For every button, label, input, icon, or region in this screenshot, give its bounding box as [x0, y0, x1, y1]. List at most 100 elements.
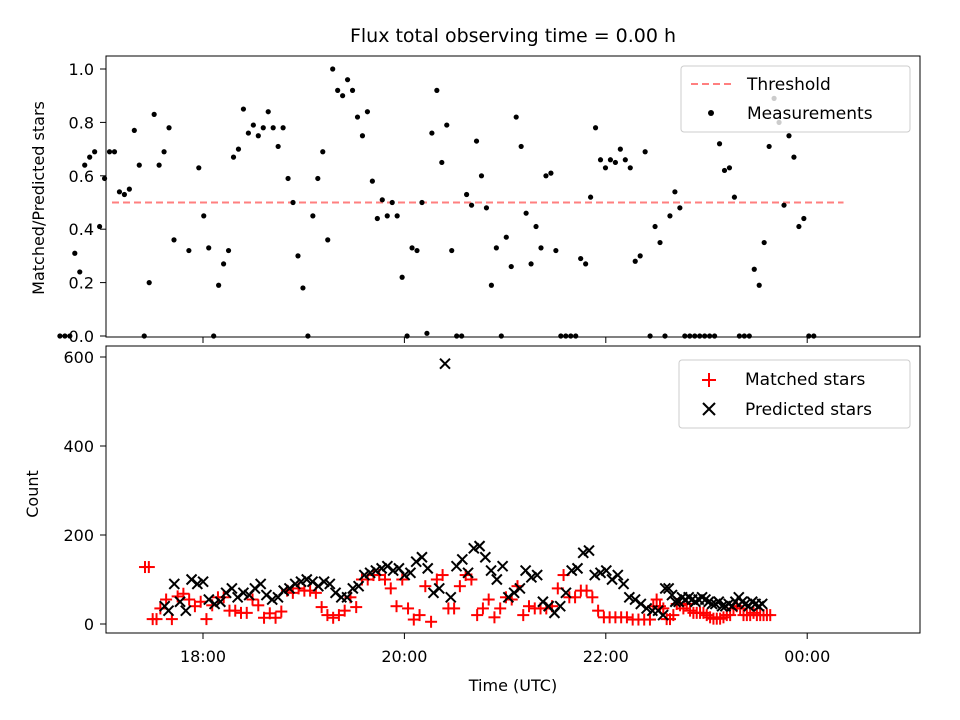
matched-star-point [315, 601, 328, 614]
bottom-y-tick-label: 0 [84, 615, 94, 634]
top-y-tick-label: 0.2 [69, 274, 94, 293]
measurement-point [786, 133, 792, 139]
measurement-point [151, 111, 157, 117]
matched-star-point [252, 599, 265, 612]
measurement-point [622, 157, 628, 163]
measurement-point [369, 178, 375, 184]
matched-star-point [643, 613, 656, 626]
predicted-star-point [554, 600, 566, 612]
predicted-star-point [416, 551, 428, 563]
top-y-tick-label: 0.4 [69, 220, 94, 239]
matched-star-point [150, 613, 163, 626]
predicted-star-point [485, 564, 497, 577]
measurement-point [240, 106, 247, 112]
top-y-tick-label: 0.0 [69, 327, 94, 346]
measurement-point [57, 333, 63, 339]
measurement-point [553, 247, 559, 254]
measurement-point [756, 282, 762, 288]
matched-star-point [183, 593, 196, 606]
measurement-point [250, 122, 256, 128]
predicted-star-point [341, 591, 353, 604]
top-legend: Threshold Measurements [680, 65, 911, 133]
matched-star-point [764, 609, 777, 622]
measurement-point [503, 234, 509, 240]
measurement-point [711, 333, 718, 339]
x-tick-label: 00:00 [784, 647, 830, 666]
measurement-point [364, 109, 371, 115]
measurement-point [692, 333, 698, 339]
predicted-star-point [404, 567, 417, 579]
matched-star-point [650, 593, 663, 606]
matched-star-point [269, 611, 282, 624]
measurement-point [305, 333, 311, 339]
measurement-point [87, 154, 93, 160]
measurement-point [741, 333, 747, 339]
top-y-tick-label: 1.0 [69, 60, 94, 79]
measurement-point [548, 170, 554, 176]
predicted-star-point [352, 580, 365, 592]
legend-predicted-label: Predicted stars [745, 400, 872, 420]
measurement-point [320, 149, 326, 155]
measurement-point [533, 223, 539, 230]
measurement-point [464, 191, 470, 198]
predicted-star-point [612, 569, 624, 581]
measurement-point [791, 154, 797, 160]
measurement-point [518, 143, 524, 150]
predicted-star-point [462, 567, 474, 579]
matched-star-point [384, 582, 397, 595]
legend-measurements-swatch [708, 110, 714, 116]
measurement-point [538, 245, 544, 251]
matched-star-point [580, 584, 593, 597]
measurement-point [156, 162, 162, 168]
measurement-point [290, 199, 296, 206]
x-tick-label: 22:00 [583, 647, 629, 666]
measurement-point [597, 157, 604, 163]
measurement-point [498, 333, 504, 339]
measurement-point [97, 223, 103, 230]
measurement-point [513, 114, 519, 120]
measurement-point [627, 165, 633, 171]
measurement-point [697, 333, 703, 339]
measurement-point [528, 261, 534, 267]
predicted-star-point [583, 544, 595, 557]
predicted-star-point [433, 582, 445, 595]
measurement-point [260, 125, 266, 131]
measurement-point [573, 333, 579, 339]
bottom-y-ticks: 0 200 400 600 [63, 348, 106, 634]
matched-star-point [436, 569, 449, 582]
predicted-star-point [662, 582, 675, 595]
measurement-point [563, 333, 569, 339]
measurement-point [702, 333, 708, 339]
measurement-point [731, 194, 738, 200]
matched-star-point [476, 602, 489, 615]
measurement-point [379, 197, 385, 203]
measurement-point [508, 263, 514, 270]
predicted-star-point [479, 551, 492, 563]
top-y-ticks: 0.0 0.2 0.4 0.6 0.8 1.0 [69, 60, 106, 346]
measurement-point [374, 215, 380, 222]
measurement-point [131, 127, 137, 134]
matched-stars-points [139, 561, 777, 628]
measurement-point [721, 167, 728, 174]
measurement-point [166, 125, 172, 131]
measurement-point [255, 133, 261, 139]
predicted-star-point [571, 562, 584, 575]
predicted-star-point [560, 587, 572, 599]
measurement-point [612, 159, 618, 166]
measurement-point [682, 333, 688, 339]
matched-star-point [419, 580, 432, 593]
measurement-point [493, 245, 499, 251]
measurement-point [677, 205, 683, 211]
measurement-point [424, 330, 430, 336]
matched-star-point [229, 604, 242, 617]
measurement-point [637, 253, 643, 259]
measurement-point [632, 258, 638, 264]
top-plot-frame [105, 55, 921, 338]
bottom-y-tick-label: 600 [63, 348, 94, 367]
measurement-point [454, 333, 460, 339]
legend-predicted-swatch [702, 402, 716, 416]
measurement-point [811, 333, 817, 339]
measurement-point [300, 285, 306, 291]
